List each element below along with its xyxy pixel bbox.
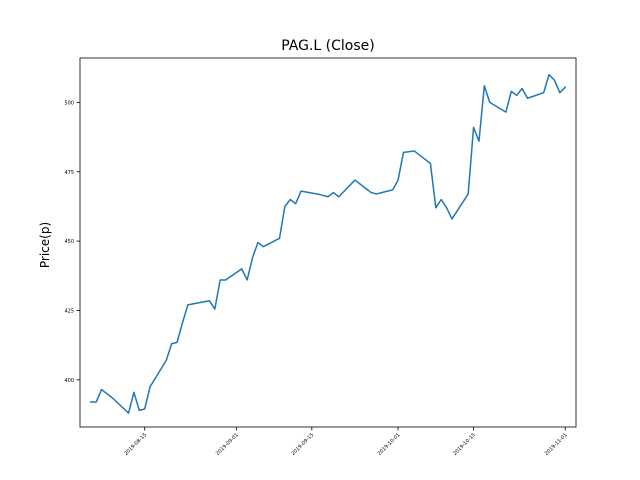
plot-frame [79, 57, 577, 428]
y-tick-label: 400 [64, 378, 74, 384]
chart-title: PAG.L (Close) [281, 38, 375, 54]
y-tick-label: 425 [64, 308, 74, 314]
series-line [90, 73, 567, 414]
y-tick-label: 450 [64, 239, 74, 245]
y-tick-label: 475 [64, 170, 74, 176]
y-tick-label: 500 [64, 100, 74, 106]
y-axis-label: Price(p) [38, 222, 52, 268]
